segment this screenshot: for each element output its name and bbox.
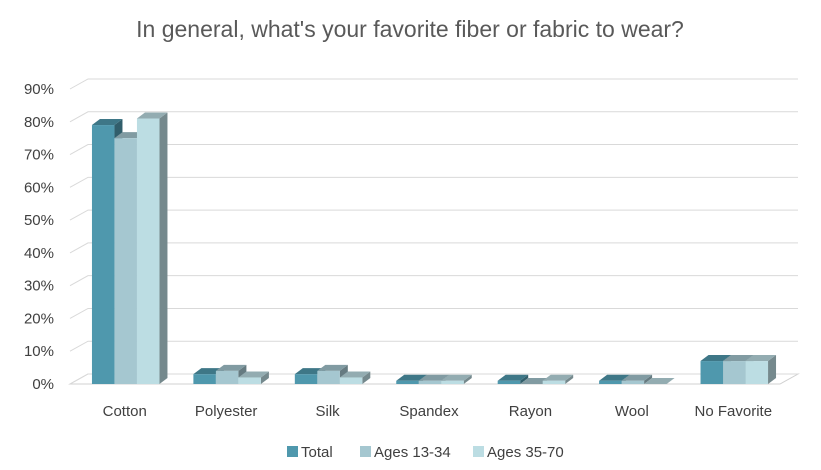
x-category-label: Polyester [195,403,258,420]
gridline [69,373,798,385]
bar-ages-35-70-polyester [238,371,269,384]
x-category-label: Rayon [509,403,552,420]
x-category-label: Silk [315,403,340,420]
x-axis-categories: Cotton Polyester Silk Spandex Rayon Wool No Fa… [103,403,772,420]
gridline [69,275,798,287]
x-category-label: Spandex [399,403,459,420]
gridline [69,176,798,188]
gridlines [68,78,800,385]
bar-ages-35-70-silk [339,371,371,384]
gridline [69,307,798,319]
legend-item: Ages 35-70 [473,444,564,461]
gridline [69,340,798,352]
y-tick-label: 80% [24,114,54,131]
y-tick-label: 30% [24,278,54,295]
x-category-label: No Favorite [695,403,773,420]
gridline [69,144,798,155]
x-category-label: Wool [615,403,649,420]
legend-label: Total [301,444,333,461]
bar-ages-35-70-rayon [542,374,574,384]
legend-label: Ages 13-34 [374,444,451,461]
bars [91,112,777,385]
gridline [69,242,798,254]
chart-title: In general, what's your favorite fiber o… [136,16,684,42]
bar-ages-35-70-no-favorite [745,355,777,384]
legend-item: Ages 13-34 [360,444,451,461]
legend-label: Ages 35-70 [487,444,564,461]
y-tick-label: 50% [24,212,54,229]
gridline [69,209,798,221]
y-tick-label: 0% [32,376,54,393]
legend-swatch [473,446,484,457]
bar-ages-13-34-wool [621,374,653,384]
y-tick-label: 60% [24,179,54,196]
gridline [69,111,798,123]
legend-swatch [360,446,371,457]
y-tick-label: 40% [24,245,54,262]
bar-ages-35-70-cotton [136,112,168,384]
bar-ages-35-70-spandex [441,374,472,384]
y-tick-label: 90% [24,81,54,98]
y-tick-label: 10% [24,343,54,360]
y-tick-label: 70% [24,147,54,164]
x-category-label: Cotton [103,403,147,420]
legend: Total Ages 13-34 Ages 35-70 [287,444,564,461]
bar-ages-35-70-wool [644,378,675,385]
y-tick-label: 20% [24,310,54,327]
bar-total-rayon [497,374,529,384]
y-axis-ticks: 0% 10% 20% 30% 40% 50% 60% 70% 80% 90% [24,81,54,393]
legend-item: Total [287,444,333,461]
legend-swatch [287,446,298,457]
gridline [69,78,798,90]
